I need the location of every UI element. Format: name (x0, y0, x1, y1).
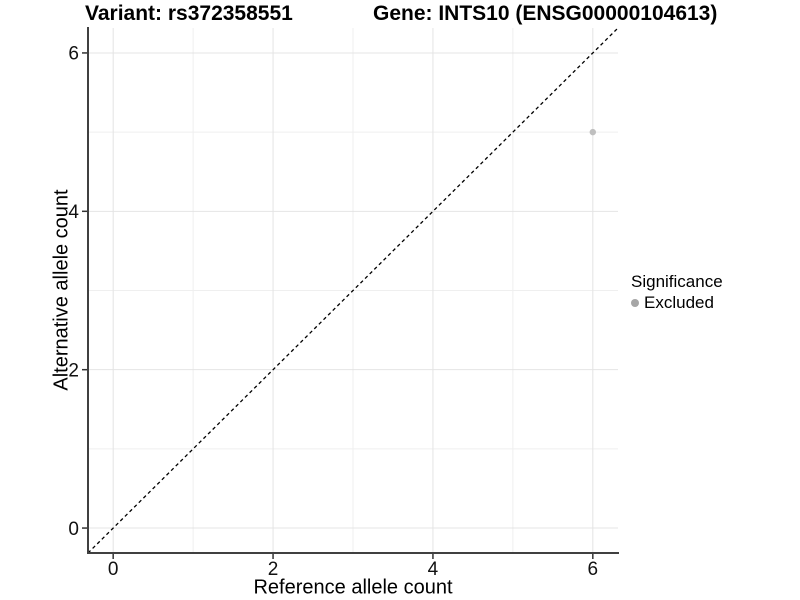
legend: Significance Excluded (631, 272, 723, 312)
legend-title: Significance (631, 272, 723, 291)
scatter-plot-panel: 0 2 4 6 0 2 4 6 (68, 27, 619, 580)
data-point (589, 128, 597, 136)
x-axis-title: Reference allele count (253, 576, 453, 599)
legend-item-label: Excluded (644, 293, 714, 312)
legend-item: Excluded (631, 293, 723, 312)
variant-title: Variant: rs372358551 (85, 2, 293, 25)
x-tick-label: 4 (428, 559, 439, 580)
y-tick-label: 2 (68, 360, 79, 381)
y-axis-title: Alternative allele count (50, 189, 73, 391)
y-tick-label: 0 (68, 519, 79, 540)
y-tick-label: 6 (68, 44, 79, 65)
x-tick-label: 2 (268, 559, 279, 580)
x-tick-label: 6 (588, 559, 599, 580)
y-tick-label: 4 (68, 202, 79, 223)
x-tick-label: 0 (108, 559, 119, 580)
excluded-point-icon (631, 298, 639, 307)
identity-line (87, 27, 619, 554)
gene-title: Gene: INTS10 (ENSG00000104613) (373, 2, 718, 25)
